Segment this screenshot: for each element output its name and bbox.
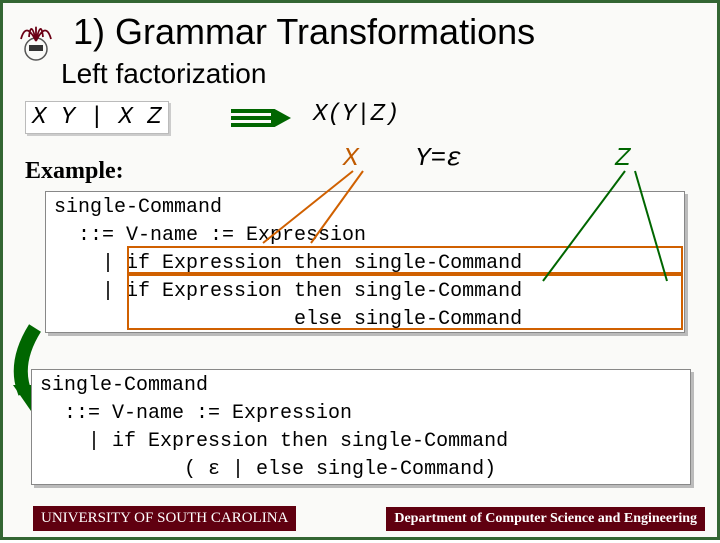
usc-logo (11, 11, 61, 61)
rule-lhs: X Y | X Z (25, 101, 169, 134)
code-line: | if Expression then single-Command (40, 430, 508, 453)
code-box-after: single-Command ::= V-name := Expression … (31, 369, 691, 485)
slide-title: 1) Grammar Transformations (73, 11, 535, 53)
code-line: single-Command (40, 374, 208, 397)
code-line: | if Expression then single-Command (54, 252, 522, 275)
rule-rhs: X(Y|Z) (313, 101, 399, 128)
code-line: ( ε | else single-Command) (40, 458, 496, 481)
example-label: Example: (25, 158, 124, 185)
code-line: else single-Command (54, 308, 522, 331)
slide-frame: 1) Grammar Transformations Left factoriz… (0, 0, 720, 540)
code-line: single-Command (54, 196, 222, 219)
code-line: ::= V-name := Expression (54, 224, 366, 247)
footer-department: Department of Computer Science and Engin… (386, 507, 705, 531)
annotation-x: X (343, 143, 359, 173)
code-line: | if Expression then single-Command (54, 280, 522, 303)
footer-university: UNIVERSITY OF SOUTH CAROLINA (33, 506, 296, 531)
annotation-y: Y=ε (415, 143, 462, 173)
transform-arrow-icon (231, 109, 291, 127)
slide-subtitle: Left factorization (61, 58, 266, 90)
code-box-before: single-Command ::= V-name := Expression … (45, 191, 685, 333)
annotation-z: Z (615, 143, 631, 173)
code-line: ::= V-name := Expression (40, 402, 352, 425)
